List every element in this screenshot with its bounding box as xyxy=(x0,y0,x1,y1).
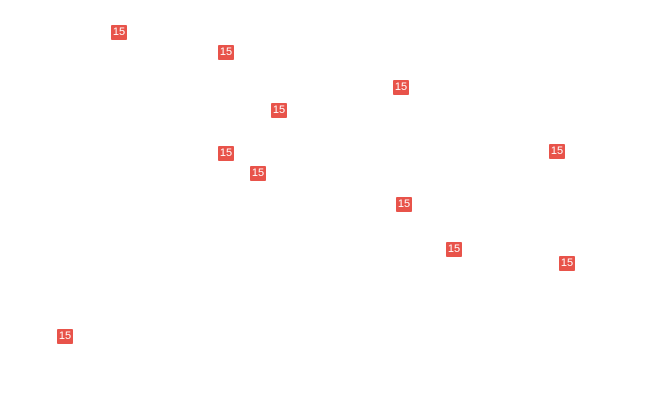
marker-label: 15 xyxy=(219,147,233,159)
marker-badge-15[interactable]: 15 xyxy=(57,329,73,344)
marker-label: 15 xyxy=(397,198,411,210)
marker-label: 15 xyxy=(394,81,408,93)
marker-label: 15 xyxy=(58,330,72,342)
marker-badge-15[interactable]: 15 xyxy=(393,80,409,95)
marker-label: 15 xyxy=(272,104,286,116)
marker-label: 15 xyxy=(447,243,461,255)
marker-label: 15 xyxy=(251,167,265,179)
marker-badge-15[interactable]: 15 xyxy=(446,242,462,257)
marker-badge-15[interactable]: 15 xyxy=(218,146,234,161)
marker-badge-15[interactable]: 15 xyxy=(549,144,565,159)
marker-badge-15[interactable]: 15 xyxy=(271,103,287,118)
marker-badge-15[interactable]: 15 xyxy=(111,25,127,40)
marker-badge-15[interactable]: 15 xyxy=(218,45,234,60)
marker-label: 15 xyxy=(219,46,233,58)
marker-label: 15 xyxy=(560,257,574,269)
marker-badge-15[interactable]: 15 xyxy=(559,256,575,271)
marker-label: 15 xyxy=(550,145,564,157)
marker-badge-15[interactable]: 15 xyxy=(396,197,412,212)
marker-label: 15 xyxy=(112,26,126,38)
marker-badge-15[interactable]: 15 xyxy=(250,166,266,181)
